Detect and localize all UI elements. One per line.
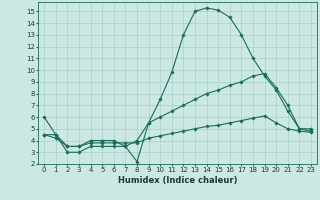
X-axis label: Humidex (Indice chaleur): Humidex (Indice chaleur) xyxy=(118,176,237,185)
